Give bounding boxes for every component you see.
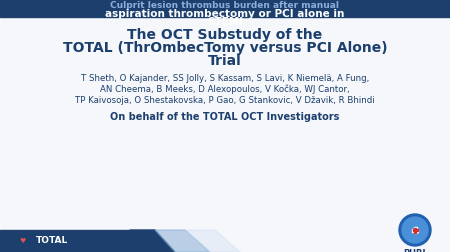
Text: Trial: Trial (208, 54, 242, 68)
Polygon shape (130, 230, 175, 252)
Text: On behalf of the TOTAL OCT Investigators: On behalf of the TOTAL OCT Investigators (110, 112, 340, 121)
Text: AN Cheema, B Meeks, D Alexopoulos, V Kočka, WJ Cantor,: AN Cheema, B Meeks, D Alexopoulos, V Koč… (100, 85, 350, 94)
Bar (414, 227, 417, 233)
Polygon shape (155, 230, 210, 252)
Bar (414, 228, 416, 233)
Text: ♥: ♥ (19, 237, 25, 243)
Polygon shape (185, 230, 240, 252)
Text: T Sheth, O Kajander, SS Jolly, S Kassam, S Lavi, K Niemelä, A Fung,: T Sheth, O Kajander, SS Jolly, S Kassam,… (81, 74, 369, 83)
Text: PHRI: PHRI (404, 248, 426, 252)
Bar (0, 230, 130, 252)
Text: TP Kaivosoja, O Shestakovska, P Gao, G Stankovic, V Džavik, R Bhindi: TP Kaivosoja, O Shestakovska, P Gao, G S… (75, 96, 375, 105)
Circle shape (402, 217, 428, 243)
Text: TOTAL (ThrOmbecTomy versus PCI Alone): TOTAL (ThrOmbecTomy versus PCI Alone) (63, 41, 387, 55)
Bar (412, 229, 418, 232)
Bar (413, 229, 418, 231)
Text: Culprit lesion thrombus burden after manual: Culprit lesion thrombus burden after man… (111, 1, 339, 10)
Text: TOTAL: TOTAL (36, 236, 68, 244)
Text: aspiration thrombectomy or PCI alone in: aspiration thrombectomy or PCI alone in (105, 9, 345, 19)
Text: The OCT Substudy of the: The OCT Substudy of the (127, 28, 323, 42)
Circle shape (399, 214, 431, 246)
Bar (0, 0, 450, 18)
Text: STEMI: STEMI (207, 17, 243, 27)
